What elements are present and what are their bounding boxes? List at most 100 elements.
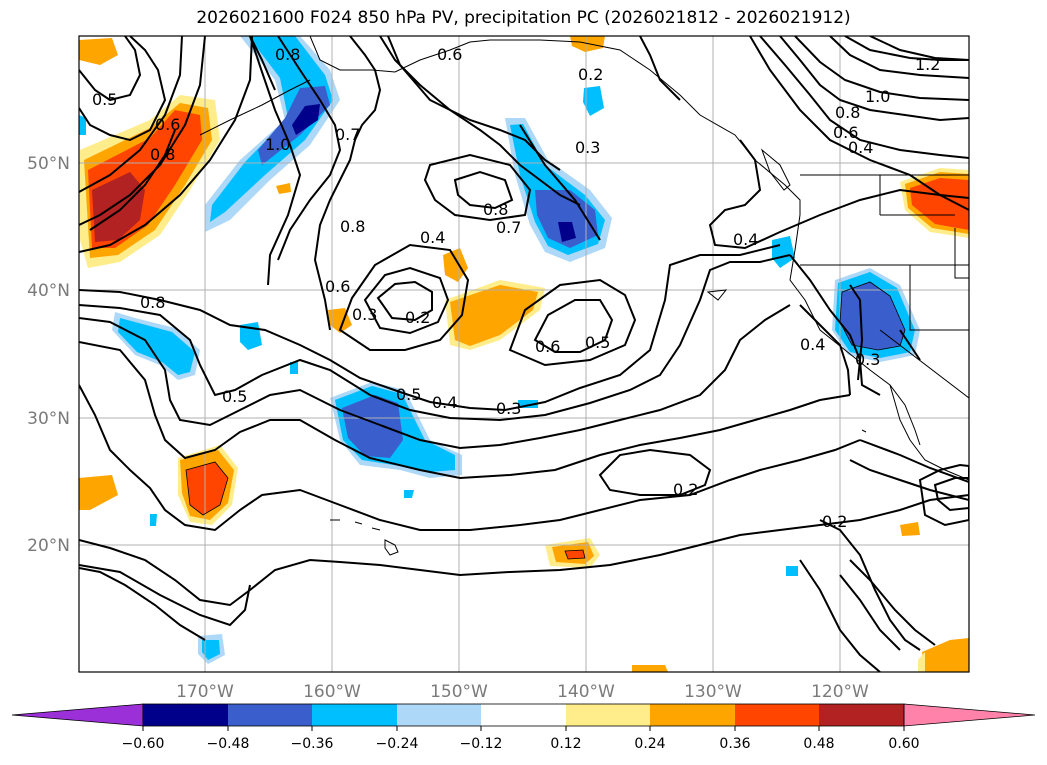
lon-label-140: 140°W [557,682,615,702]
contour-label-28: 0.4 [432,393,457,412]
shade-se-orange [922,638,969,672]
colorbar-seg-9 [819,704,904,726]
contour-label-2: 0.6 [155,115,180,134]
lon-label-150: 150°W [430,682,488,702]
contour-label-19: 0.4 [733,230,758,249]
shade-small-orange-1 [276,183,291,194]
gridlines [79,36,969,672]
contour-se-sweep-3 [849,559,936,646]
contour-label-29: 0.3 [496,399,521,418]
pv-contours [79,36,969,672]
contour-ne-2 [869,36,969,61]
contour-east-4 [844,36,969,61]
contour-nw-1 [79,36,253,253]
colorbar-tick-10: 0.60 [888,736,919,752]
island-bc [760,148,791,191]
colorbar-tick-5: −0.12 [460,736,503,752]
contour-20n-2 [79,564,251,627]
lon-label-120: 120°W [811,682,869,702]
contour-c-ring-2 [533,299,614,353]
colorbar-tick-1: −0.60 [122,736,165,752]
colorbar-seg-4 [397,704,481,726]
shade-se-yellow [918,652,925,672]
colorbar-seg-6 [566,704,650,726]
contour-se-sweep-4 [799,559,881,672]
shade-c-navy [558,222,576,242]
colorbar-tick-2: −0.48 [207,736,250,752]
contour-top-1 [249,36,302,286]
coast-westcoast [789,214,921,446]
contour-label-30: 0.2 [673,480,698,499]
colorbar-max-arrow [903,703,1036,727]
contour-east-6 [749,36,969,211]
shade-30n-blue [342,395,403,458]
contour-labels: 0.5 0.6 0.8 1.0 0.7 0.8 0.6 0.2 0.3 1.2 … [92,45,940,531]
contour-label-12: 0.8 [835,103,860,122]
contour-c-vertical [519,124,601,241]
contour-label-5: 0.7 [335,125,360,144]
shade-l-blue-4 [290,362,298,374]
outline-20n [564,549,586,560]
shade-small-blue-m [404,490,414,498]
contour-label-16: 0.7 [496,218,521,237]
contour-label-6: 0.8 [275,45,300,64]
contour-label-3: 0.8 [150,145,175,164]
map-frame [78,35,970,673]
lon-label-130: 130°W [684,682,742,702]
colorbar-ticks [142,726,905,731]
shade-small-blue-b [786,566,798,576]
shade-c-orange-3 [443,248,468,282]
colorbar: −0.60 −0.48 −0.36 −0.24 −0.12 0.12 0.24 … [11,703,1036,752]
contour-label-10: 1.2 [915,55,940,74]
contour-nw-5 [79,36,167,142]
islands-hawaii [330,519,399,556]
shade-nwband-navy [292,104,320,135]
colorbar-min-arrow [11,703,144,727]
shade-small-blue-l [150,514,157,526]
colorbar-seg-8 [735,704,819,726]
lat-label-40: 40°N [27,281,70,301]
contour-se-sweep-2 [839,574,901,651]
shade-e-blue [840,282,905,350]
contour-label-23: 0.8 [140,293,165,312]
contour-east-1 [779,36,969,122]
precipitation-shading [79,36,969,672]
contour-east-5 [759,36,969,159]
contour-lows [249,36,276,91]
contour-label-7: 0.6 [437,45,462,64]
contour-nw-6 [79,36,142,102]
contour-20n-1 [79,494,969,607]
shade-bottom-blue-2 [202,640,220,660]
shade-outlines [185,281,906,560]
contour-c-oval-1 [423,153,532,222]
colorbar-tick-7: 0.24 [634,736,665,752]
contour-low-ring-1 [338,243,470,351]
contour-label-9: 0.3 [575,138,600,157]
shade-se-orange-2 [900,522,920,536]
contour-label-20: 0.6 [325,277,350,296]
contour-se-2 [859,439,969,483]
contour-mid-1 [79,244,781,412]
contour-label-13: 0.6 [833,123,858,142]
colorbar-tick-8: 0.36 [719,736,750,752]
longitude-labels: 170°W 160°W 150°W 140°W 130°W 120°W [176,682,869,702]
contour-low-ring-3 [376,280,433,322]
outline-25n [185,461,229,516]
lon-label-160: 160°W [303,682,361,702]
contour-top-3 [313,36,382,331]
contour-label-31: 0.2 [822,512,847,531]
contour-top-right [639,36,681,101]
contour-w-coast-2 [799,304,851,396]
contour-label-14: 0.4 [848,138,873,157]
contour-label-24: 0.6 [535,337,560,356]
contour-top-2 [277,36,342,261]
colorbar-tick-4: −0.24 [376,736,419,752]
contour-se-ring-2 [933,477,969,512]
contour-mid-3 [79,304,791,450]
contour-30n-2 [79,384,861,532]
shade-25n-left [79,475,118,510]
contour-c-ring-1 [508,278,637,367]
lat-label-20: 20°N [27,536,70,556]
colorbar-seg-5 [481,704,566,726]
shade-l-blue-2 [118,318,195,375]
